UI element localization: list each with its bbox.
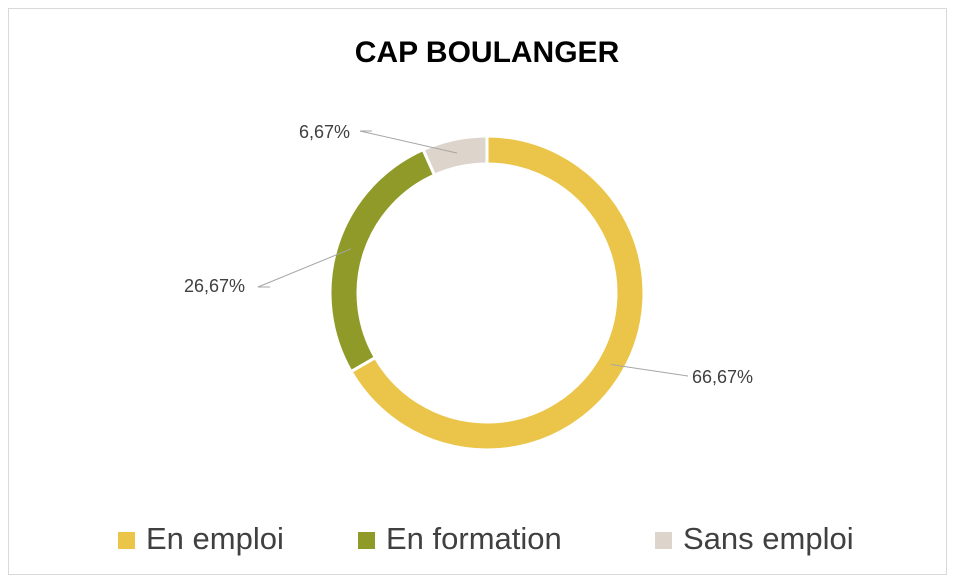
legend-label: En emploi: [146, 521, 284, 556]
leader-line: [610, 363, 689, 377]
data-label: 66,67%: [692, 367, 753, 387]
data-label: 6,67%: [299, 122, 350, 142]
legend-label: En formation: [386, 521, 562, 556]
leader-line: [257, 248, 352, 288]
donut-slice: [348, 134, 646, 452]
legend-swatch: [655, 532, 672, 549]
data-label: 26,67%: [184, 276, 245, 296]
leader-line: [359, 130, 458, 154]
chart-border: [8, 8, 947, 575]
legend-label: Sans emploi: [683, 521, 854, 556]
legend-swatch: [118, 532, 135, 549]
legend-swatch: [358, 532, 375, 549]
donut-slice: [421, 134, 489, 178]
chart-title: CAP BOULANGER: [355, 36, 620, 69]
